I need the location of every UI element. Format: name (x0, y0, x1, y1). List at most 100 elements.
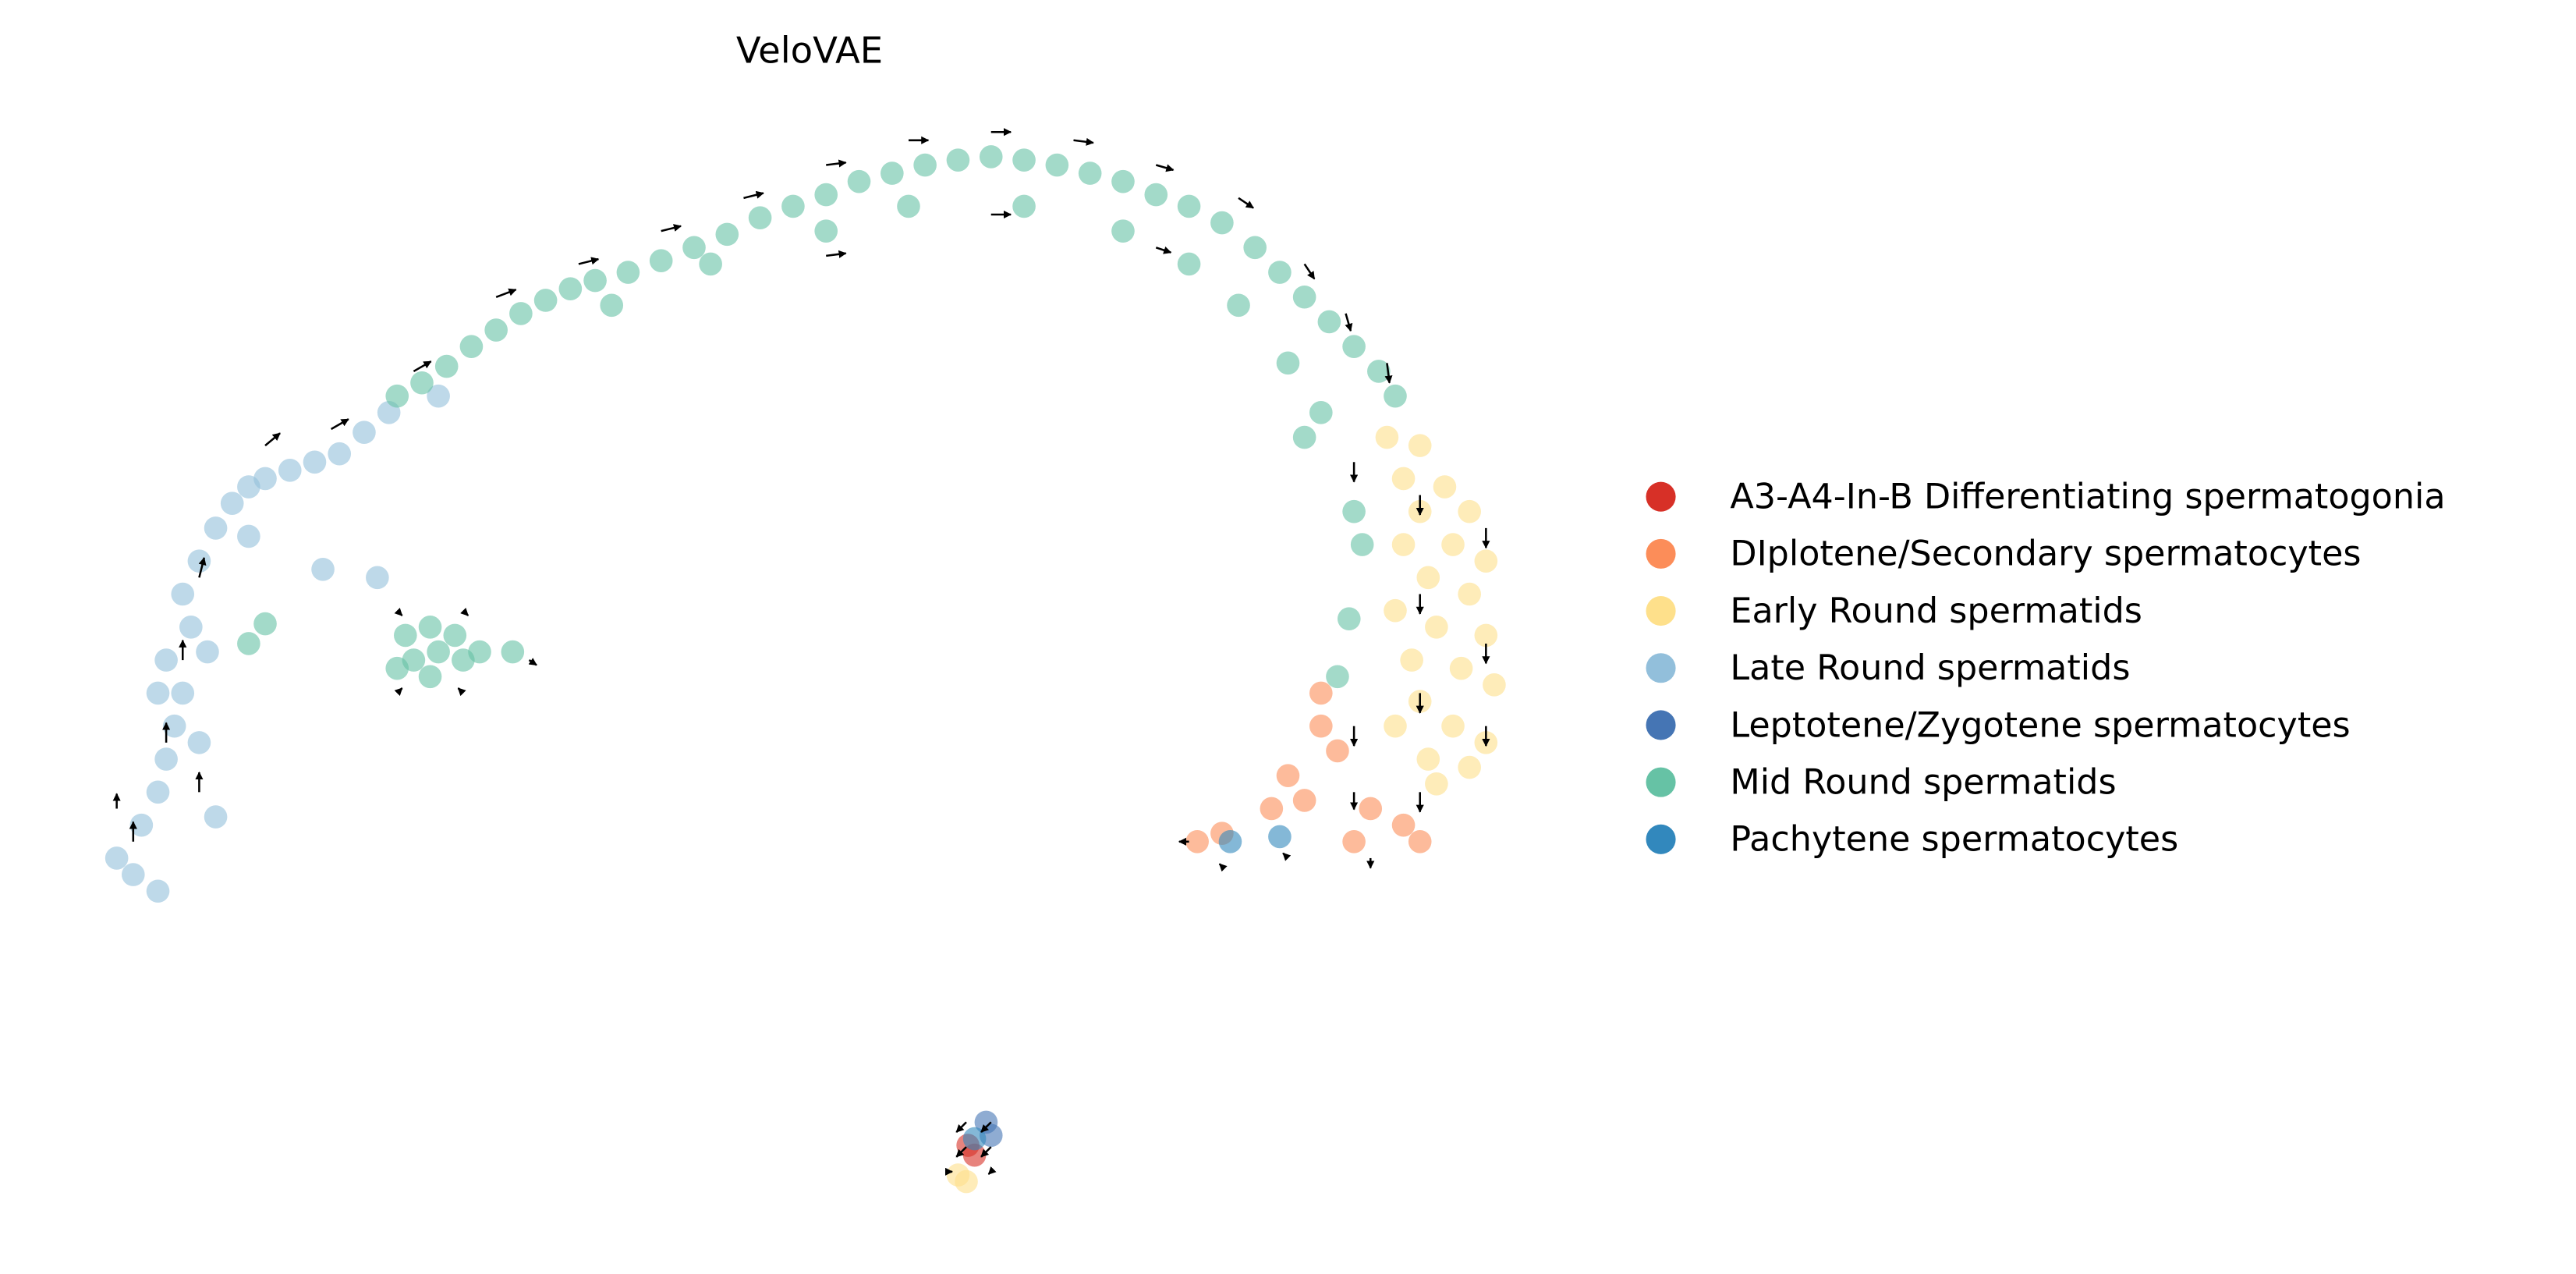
data-point (1384, 598, 1407, 623)
data-point (1045, 153, 1069, 177)
legend-marker (1646, 481, 1676, 512)
legend-label: Mid Round spermatids (1730, 762, 2116, 802)
data-point (1326, 739, 1349, 763)
legend-item: Leptotene/Zygotene spermatocytes (1646, 705, 2351, 745)
velocity-arrow (394, 607, 403, 616)
data-point (468, 640, 491, 664)
legend-marker (1646, 824, 1676, 854)
legend-marker (1646, 710, 1676, 740)
data-point (1243, 236, 1267, 260)
data-point (1144, 183, 1168, 207)
velocity-arrow (528, 658, 537, 666)
data-point (1391, 533, 1416, 556)
data-point (171, 582, 195, 606)
velocity-arrow (1073, 137, 1094, 146)
legend-marker (1646, 538, 1676, 569)
data-point (328, 442, 352, 466)
data-point (1218, 829, 1242, 853)
data-point (955, 1169, 978, 1194)
data-point (699, 252, 722, 276)
velocity-arrow (457, 687, 466, 697)
data-point (1433, 475, 1457, 499)
data-point (179, 616, 203, 639)
data-point (583, 268, 607, 293)
data-point (459, 335, 484, 359)
data-point (1416, 747, 1440, 771)
data-point (1359, 797, 1383, 821)
data-point (1458, 499, 1481, 523)
data-point (418, 616, 442, 639)
data-point (129, 813, 154, 837)
data-point (1449, 656, 1473, 680)
data-point (1408, 829, 1432, 853)
velocity-arrow (1155, 164, 1175, 172)
data-point (1458, 755, 1481, 779)
data-point (187, 549, 211, 573)
data-point (1260, 797, 1284, 821)
data-point (946, 148, 970, 172)
data-point (162, 714, 186, 738)
data-point (1227, 293, 1250, 318)
data-point (1177, 252, 1201, 276)
data-point (187, 731, 211, 754)
data-point (443, 623, 467, 648)
legend-item: Pachytene spermatocytes (1646, 820, 2178, 860)
data-point (105, 846, 129, 870)
data-point (1210, 211, 1234, 235)
data-point (1441, 533, 1465, 556)
data-point (897, 194, 920, 218)
velocity-arrow (1238, 197, 1254, 209)
data-point (196, 640, 219, 664)
data-point (1326, 665, 1349, 689)
data-point (913, 153, 937, 177)
data-point (1342, 335, 1366, 359)
data-point (1268, 261, 1292, 284)
data-point (385, 656, 409, 680)
data-point (1292, 425, 1316, 449)
velocity-arrow (1218, 863, 1228, 872)
data-point (881, 161, 904, 185)
data-point (501, 640, 525, 664)
data-point (154, 648, 178, 672)
velocity-arrow (1384, 363, 1393, 384)
data-point (353, 421, 376, 445)
velocity-arrow (1345, 313, 1353, 332)
data-point (1111, 219, 1135, 243)
data-point (484, 318, 508, 342)
data-point (1292, 789, 1316, 812)
legend: A3-A4-In-B Differentiating spermatogonia… (1646, 477, 2446, 860)
data-point (1350, 533, 1374, 556)
data-point (781, 194, 805, 218)
data-point (748, 206, 772, 230)
data-point (1425, 772, 1448, 796)
data-point (962, 1143, 987, 1167)
data-point (1185, 829, 1209, 853)
scatter-points (105, 145, 1506, 1194)
data-point (1342, 829, 1366, 853)
data-point (533, 289, 558, 312)
data-point (814, 183, 838, 207)
velocity-arrow (264, 432, 281, 447)
data-point (715, 222, 739, 247)
data-point (427, 384, 450, 408)
data-point (682, 236, 706, 260)
data-point (1474, 549, 1498, 573)
data-point (1474, 623, 1498, 648)
velocity-arrow (826, 250, 847, 258)
velocity-arrow (1155, 246, 1172, 254)
legend-label: Leptotene/Zygotene spermatocytes (1730, 705, 2350, 745)
velocity-arrow (1282, 852, 1292, 861)
data-point (434, 354, 459, 378)
velocity-arrow (578, 257, 600, 265)
data-point (1483, 673, 1506, 697)
data-point (171, 681, 195, 705)
data-point (1416, 566, 1440, 590)
data-point (418, 665, 442, 689)
data-point (1177, 194, 1201, 218)
data-point (1268, 825, 1292, 849)
data-point (1384, 714, 1407, 738)
data-point (121, 863, 145, 886)
data-point (1400, 648, 1423, 672)
legend-item: DIplotene/Secondary spermatocytes (1646, 534, 2362, 574)
